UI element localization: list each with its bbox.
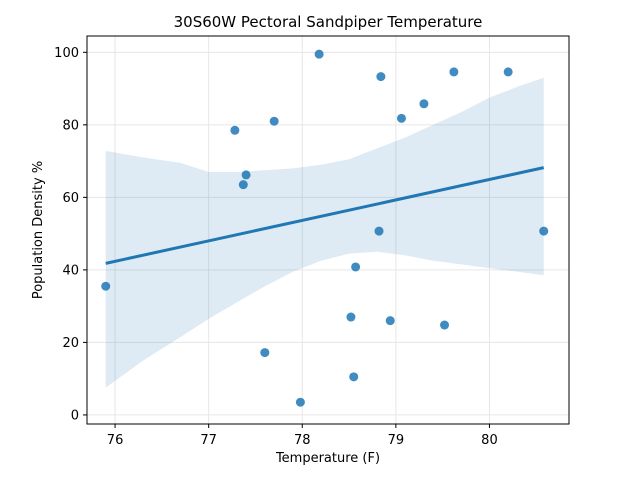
data-point (230, 125, 240, 135)
y-tick-label: 40 (62, 263, 79, 278)
x-axis-ticks: 76 77 78 79 80 (107, 424, 498, 448)
y-tick-label: 100 (54, 46, 79, 61)
x-tick-label: 80 (481, 433, 498, 448)
data-point (376, 72, 386, 82)
chart-title: 30S60W Pectoral Sandpiper Temperature (174, 13, 483, 31)
y-tick-label: 80 (62, 118, 79, 133)
plot-frame (86, 35, 570, 425)
data-point (314, 49, 324, 59)
y-axis-label: Population Density % (31, 161, 46, 299)
x-tick-label: 76 (107, 433, 124, 448)
data-point (295, 397, 305, 407)
regression-line-layer (105, 166, 545, 265)
confidence-band (105, 77, 544, 388)
x-tick-label: 77 (200, 433, 217, 448)
data-point (101, 281, 111, 291)
data-point (374, 226, 384, 236)
data-points-layer (101, 49, 549, 407)
grid (87, 36, 569, 424)
data-point (260, 348, 270, 358)
x-tick-label: 78 (294, 433, 311, 448)
y-tick-label: 60 (62, 191, 79, 206)
data-point (269, 116, 279, 126)
data-point (539, 226, 549, 236)
data-point (346, 312, 356, 322)
x-axis-label: Temperature (F) (275, 451, 380, 466)
data-point (396, 113, 406, 123)
data-point (349, 372, 359, 382)
data-point (385, 316, 395, 326)
data-point (440, 320, 450, 330)
data-point (503, 67, 513, 77)
regression-line (105, 166, 545, 265)
data-point (449, 67, 459, 77)
y-tick-label: 20 (62, 336, 79, 351)
y-tick-label: 0 (71, 408, 79, 423)
data-point (419, 99, 429, 109)
confidence-band-layer (105, 77, 544, 388)
y-axis-ticks: 0 20 40 60 80 100 (54, 46, 87, 423)
data-point (241, 170, 251, 180)
data-point (238, 180, 248, 190)
x-tick-label: 79 (388, 433, 405, 448)
data-point (351, 262, 361, 272)
